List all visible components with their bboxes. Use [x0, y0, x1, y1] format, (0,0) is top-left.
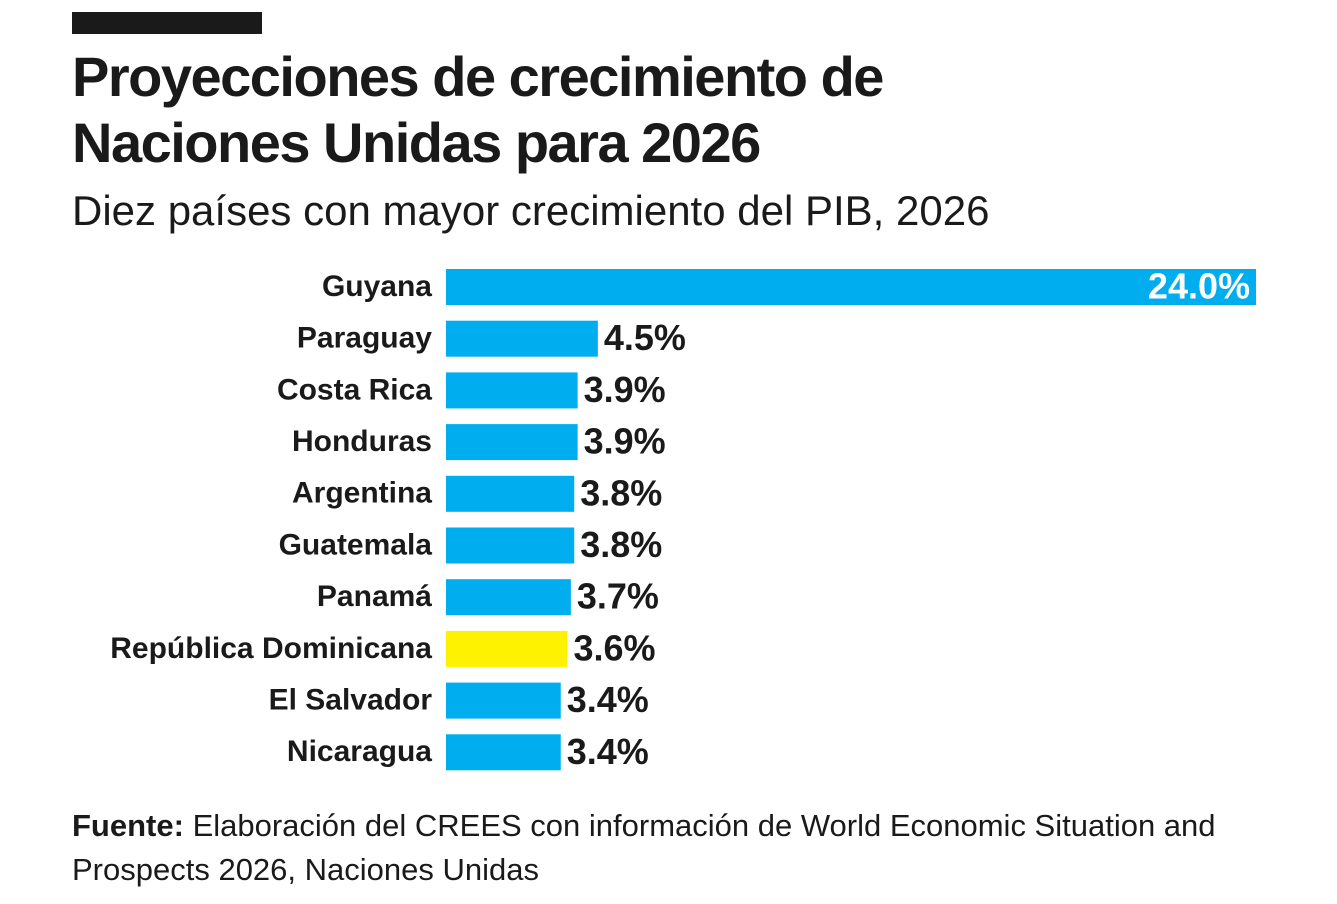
category-label: Costa Rica: [277, 373, 432, 406]
value-label: 3.7%: [577, 576, 659, 617]
value-label: 24.0%: [1148, 266, 1250, 307]
bar: [446, 320, 598, 357]
category-label: República Dominicana: [110, 632, 432, 665]
bar: [446, 579, 571, 616]
bar: [446, 527, 575, 564]
bar: [446, 269, 1256, 305]
category-label: Nicaragua: [287, 735, 432, 768]
category-label: Argentina: [292, 477, 432, 510]
chart-subtitle: Diez países con mayor crecimiento del PI…: [72, 187, 990, 234]
bar: [446, 682, 561, 719]
category-label: El Salvador: [269, 684, 433, 717]
value-label: 3.4%: [567, 731, 649, 772]
bar: [446, 630, 568, 667]
bar: [446, 424, 578, 461]
value-label: 3.9%: [584, 369, 666, 410]
value-label: 3.8%: [580, 524, 662, 565]
value-label: 3.9%: [584, 421, 666, 462]
decor-bar: [72, 12, 262, 34]
category-label: Honduras: [292, 425, 432, 458]
value-label: 3.4%: [567, 679, 649, 720]
chart: Guyana 24.0% Paraguay 4.5% Costa Rica 3.9% Hon…: [110, 266, 1256, 772]
bar: [446, 475, 575, 512]
source: Fuente: Elaboración del CREES con inform…: [72, 804, 1272, 892]
bar: [446, 734, 561, 771]
category-label: Guatemala: [279, 528, 433, 561]
source-text: Elaboración del CREES con información de…: [72, 808, 1216, 887]
value-label: 3.6%: [574, 627, 656, 668]
value-label: 4.5%: [604, 317, 686, 358]
source-label: Fuente:: [72, 808, 184, 843]
category-label: Panamá: [317, 580, 432, 613]
bar: [446, 372, 578, 409]
category-label: Guyana: [322, 270, 432, 303]
category-label: Paraguay: [297, 322, 432, 355]
value-label: 3.8%: [580, 472, 662, 513]
chart-title: Proyecciones de crecimiento de Naciones …: [72, 45, 884, 174]
